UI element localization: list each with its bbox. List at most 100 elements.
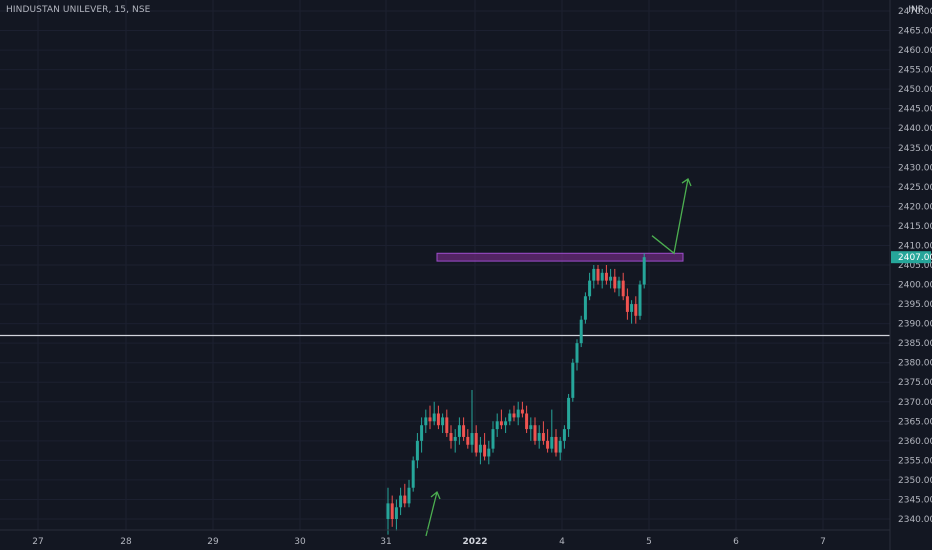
candle-up xyxy=(487,448,491,457)
time-tick-label: 7 xyxy=(820,537,826,547)
candle-up xyxy=(562,429,566,441)
price-tick-label: 2470.00 xyxy=(898,7,932,17)
candle-up xyxy=(588,280,592,297)
candle-up xyxy=(630,304,634,312)
zone-rect[interactable] xyxy=(436,252,684,262)
candle-down xyxy=(621,280,625,297)
time-tick-label: 2022 xyxy=(462,537,487,547)
annotation-arrows[interactable] xyxy=(425,178,692,537)
candle-up xyxy=(399,495,403,508)
price-tick-label: 2355.00 xyxy=(898,456,932,466)
time-tick-label: 30 xyxy=(294,537,306,547)
candle-up xyxy=(638,284,642,316)
price-tick-label: 2455.00 xyxy=(898,66,932,76)
resistance-zone[interactable] xyxy=(436,252,684,262)
candle-down xyxy=(533,425,537,441)
candle-up xyxy=(453,436,457,441)
time-tick-label: 4 xyxy=(559,537,565,547)
candle-up xyxy=(600,272,604,281)
candle-up xyxy=(504,421,508,426)
early-arrow-line[interactable] xyxy=(425,491,438,537)
candle-up xyxy=(415,440,419,461)
price-tick-label: 2365.00 xyxy=(898,417,932,427)
candle-up xyxy=(642,257,646,285)
candle-up xyxy=(441,417,445,426)
candle-down xyxy=(525,413,529,430)
last-price-tag-bg xyxy=(891,251,931,264)
time-tick-label: 28 xyxy=(120,537,132,547)
price-tick-label: 2425.00 xyxy=(898,183,932,193)
price-tick-label: 2370.00 xyxy=(898,398,932,408)
breakout-arrowhead xyxy=(681,178,692,187)
candle-down xyxy=(403,495,407,504)
candle-up xyxy=(478,444,482,453)
candle-down xyxy=(428,417,432,422)
candle-up xyxy=(583,296,587,320)
price-tick-label: 2375.00 xyxy=(898,378,932,388)
candle-up xyxy=(491,429,495,449)
price-axis-bg xyxy=(890,0,932,550)
candle-up xyxy=(432,413,436,422)
candle-up xyxy=(424,417,428,426)
candle-up xyxy=(579,319,583,344)
breakout-arrow-line[interactable] xyxy=(651,178,689,255)
time-axis[interactable]: 27 28 29 30 31 2022 4 5 6 7 xyxy=(0,529,890,547)
candle-up xyxy=(575,343,579,363)
candle-down xyxy=(390,503,394,519)
candle-down xyxy=(483,444,487,457)
time-tick-label: 6 xyxy=(733,537,739,547)
price-tick-label: 2340.00 xyxy=(898,515,932,525)
candle-up xyxy=(609,276,613,281)
price-tick-label: 2405.00 xyxy=(898,261,932,271)
price-tick-label: 2420.00 xyxy=(898,202,932,212)
price-tick-label: 2390.00 xyxy=(898,320,932,330)
candle-up xyxy=(516,409,520,418)
price-tick-label: 2410.00 xyxy=(898,241,932,251)
price-tick-label: 2450.00 xyxy=(898,85,932,95)
candle-down xyxy=(554,436,558,453)
price-tick-label: 2435.00 xyxy=(898,144,932,154)
candle-up xyxy=(571,362,575,398)
candle-down xyxy=(474,433,478,453)
candle-up xyxy=(617,280,621,289)
candle-up xyxy=(420,425,424,441)
price-tick-label: 2445.00 xyxy=(898,105,932,115)
price-tick-label: 2360.00 xyxy=(898,437,932,447)
price-tick-label: 2380.00 xyxy=(898,359,932,369)
candle-down xyxy=(625,296,629,312)
price-axis[interactable]: 2340.00 2345.00 2350.00 2355.00 2360.00 2365.… xyxy=(889,0,932,550)
candle-up xyxy=(411,460,415,488)
candle-down xyxy=(445,417,449,434)
candle-up xyxy=(470,433,474,445)
time-tick-label: 31 xyxy=(380,537,391,547)
candle-down xyxy=(546,440,550,449)
candle-down xyxy=(596,268,600,281)
early-arrowhead xyxy=(430,490,441,500)
candle-up xyxy=(495,421,499,430)
time-tick-label: 5 xyxy=(646,537,652,547)
price-tick-label: 2460.00 xyxy=(898,46,932,56)
currency-label: INR xyxy=(908,5,924,15)
candle-down xyxy=(604,272,608,281)
candle-down xyxy=(436,413,440,426)
candle-down xyxy=(466,436,470,445)
candle-down xyxy=(520,409,524,414)
price-tick-label: 2345.00 xyxy=(898,495,932,505)
symbol-title: HINDUSTAN UNILEVER, 15, NSE xyxy=(6,5,151,15)
candlestick-series xyxy=(386,253,646,535)
chart-grid xyxy=(0,0,890,530)
price-tick-label: 2430.00 xyxy=(898,163,932,173)
candle-up xyxy=(537,433,541,441)
price-tick-label: 2440.00 xyxy=(898,124,932,134)
candle-down xyxy=(512,413,516,418)
price-tick-label: 2350.00 xyxy=(898,476,932,486)
candle-up xyxy=(592,268,596,281)
candle-up xyxy=(457,425,461,437)
time-tick-label: 27 xyxy=(32,537,43,547)
candle-down xyxy=(634,304,638,316)
candle-up xyxy=(407,487,411,504)
candle-down xyxy=(449,433,453,441)
candle-up xyxy=(567,397,571,430)
candle-up xyxy=(550,436,554,449)
